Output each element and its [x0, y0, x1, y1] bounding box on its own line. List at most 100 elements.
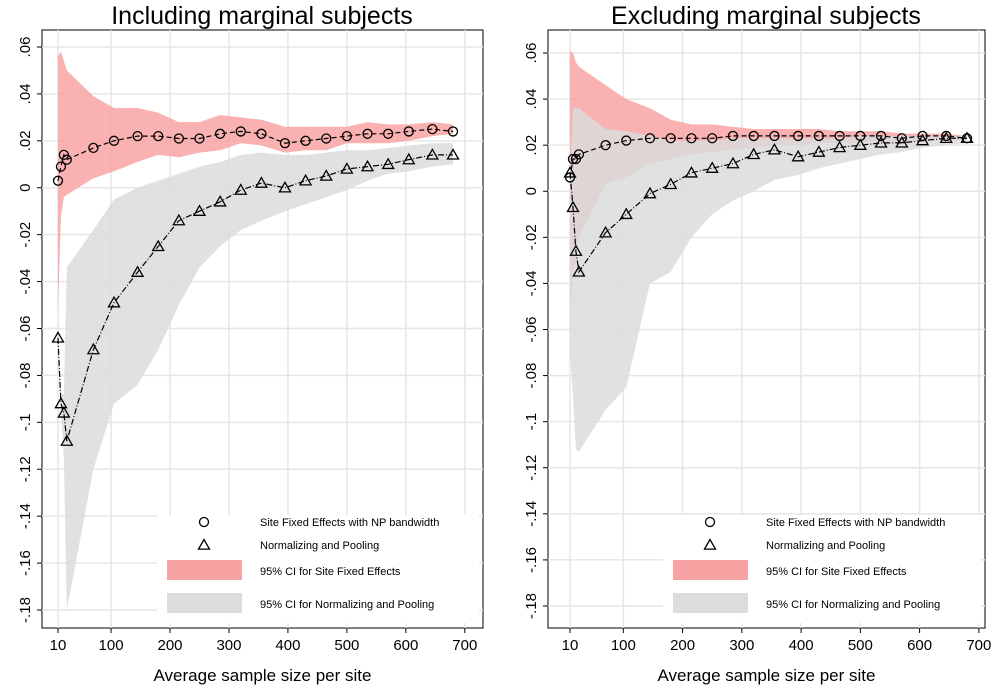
series-line-normalizing-pooling — [569, 137, 967, 274]
data-point-triangle — [57, 406, 71, 418]
data-point-triangle — [747, 147, 761, 160]
data-point-circle — [686, 133, 697, 144]
data-point-triangle — [130, 265, 145, 277]
data-point-triangle — [446, 148, 460, 160]
legend-label: Normalizing and Pooling — [766, 540, 885, 552]
x-tick-label: 10 — [562, 637, 579, 654]
data-point-triangle — [60, 434, 74, 446]
legend-label: Site Fixed Effects with NP bandwidth — [766, 517, 945, 529]
data-point-circle — [382, 128, 394, 139]
data-point-circle — [600, 140, 611, 151]
data-point-circle — [707, 133, 718, 144]
data-point-circle — [61, 154, 72, 165]
data-point-triangle — [254, 176, 269, 188]
x-tick-label: 400 — [789, 637, 814, 654]
y-tick-label: -.16 — [523, 547, 540, 573]
data-point-circle — [769, 130, 780, 142]
chart-title: Excluding marginal subjects — [611, 2, 921, 30]
ci-band-normalizing-pooling — [570, 108, 967, 452]
data-point-triangle — [360, 159, 375, 172]
data-point-triangle — [569, 244, 583, 256]
data-point-circle — [55, 161, 67, 172]
x-tick-label: 700 — [452, 637, 477, 654]
legend-circle-marker — [704, 516, 716, 528]
ci-band-site-fixed-effects — [58, 51, 453, 310]
data-point-triangle — [340, 162, 354, 174]
legend: Site Fixed Effects with NP bandwidth Norm… — [663, 515, 981, 623]
data-point-circle — [727, 130, 739, 142]
data-point-circle — [279, 138, 291, 149]
data-point-circle — [300, 135, 311, 146]
x-tick-label: 600 — [393, 637, 418, 654]
x-axis-label: Average sample size per site — [154, 666, 372, 685]
data-point-circle — [88, 142, 99, 154]
data-point-circle — [447, 126, 459, 137]
legend-label: 95% CI for Site Fixed Effects — [260, 566, 401, 578]
data-point-triangle — [563, 166, 577, 178]
data-point-circle — [194, 133, 205, 144]
panel-including-marginal: .06 .04 .02 0 -.02 -.04 -.06 -.08 -.1 -.12 -.14 -.1… — [17, 2, 484, 685]
data-point-triangle — [278, 180, 292, 193]
y-tick-label: -.06 — [523, 317, 540, 343]
data-point-triangle — [402, 152, 416, 165]
data-point-circle — [644, 133, 656, 144]
x-tick-label: 200 — [670, 637, 695, 654]
data-point-triangle — [767, 142, 782, 155]
data-point-triangle — [192, 204, 207, 216]
data-point-circle — [153, 130, 164, 142]
legend-triangle-marker — [703, 538, 717, 550]
data-point-triangle — [51, 331, 65, 343]
x-tick-label: 300 — [216, 637, 241, 654]
data-point-triangle — [960, 131, 974, 144]
y-tick-label: -.12 — [523, 455, 540, 481]
data-point-circle — [403, 126, 414, 137]
data-point-circle — [52, 175, 64, 186]
data-point-triangle — [832, 140, 847, 153]
data-point-circle — [813, 130, 825, 142]
data-point-triangle — [643, 186, 657, 199]
x-tick-label: 100 — [611, 637, 636, 654]
panel-excluding-marginal: .06 .04 .02 0 -.02 -.04 -.06 -.08 -.1 -.12 -.14 -.1… — [523, 2, 991, 685]
y-tick-label: -.12 — [17, 456, 34, 482]
x-tick-label: 600 — [907, 637, 932, 654]
series-line-site-fixed-effects — [569, 135, 968, 178]
data-point-circle — [362, 128, 373, 139]
legend-label: Site Fixed Effects with NP bandwidth — [260, 517, 439, 529]
data-point-circle — [173, 133, 185, 144]
y-tick-label: .02 — [523, 135, 540, 156]
legend-label: 95% CI for Site Fixed Effects — [766, 566, 907, 578]
data-point-triangle — [598, 225, 613, 238]
y-tick-label: -.14 — [17, 503, 34, 529]
x-tick-label: 300 — [729, 637, 754, 654]
data-point-triangle — [895, 136, 909, 148]
x-axis-label: Average sample size per site — [658, 666, 876, 685]
data-point-triangle — [234, 183, 248, 195]
data-point-circle — [665, 133, 676, 144]
legend-swatch-normalizing-pooling — [167, 593, 242, 613]
ci-band-normalizing-pooling — [58, 143, 453, 610]
data-point-triangle — [619, 207, 633, 220]
legend-label: 95% CI for Normalizing and Pooling — [260, 599, 434, 611]
data-point-triangle — [812, 145, 826, 157]
y-tick-label: -.14 — [523, 501, 540, 527]
data-point-triangle — [705, 161, 719, 173]
legend: Site Fixed Effects with NP bandwidth Norm… — [157, 515, 479, 623]
data-point-circle — [573, 149, 585, 160]
data-point-triangle — [684, 166, 699, 178]
x-tick-label: 100 — [99, 637, 124, 654]
data-point-circle — [621, 135, 632, 146]
y-tick-label: .04 — [523, 89, 540, 110]
x-tick-label: 400 — [275, 637, 300, 654]
data-point-triangle — [319, 169, 333, 181]
x-tick-label: 500 — [848, 637, 873, 654]
data-point-triangle — [572, 265, 586, 277]
chart-title: Including marginal subjects — [111, 2, 413, 30]
data-point-triangle — [939, 131, 953, 144]
data-point-circle — [108, 135, 120, 146]
series-line-normalizing-pooling — [57, 154, 453, 442]
data-point-triangle — [425, 148, 439, 160]
data-point-triangle — [151, 239, 165, 252]
x-tick-label: 500 — [334, 637, 359, 654]
data-point-triangle — [107, 295, 121, 308]
y-tick-label: -.1 — [523, 413, 540, 431]
